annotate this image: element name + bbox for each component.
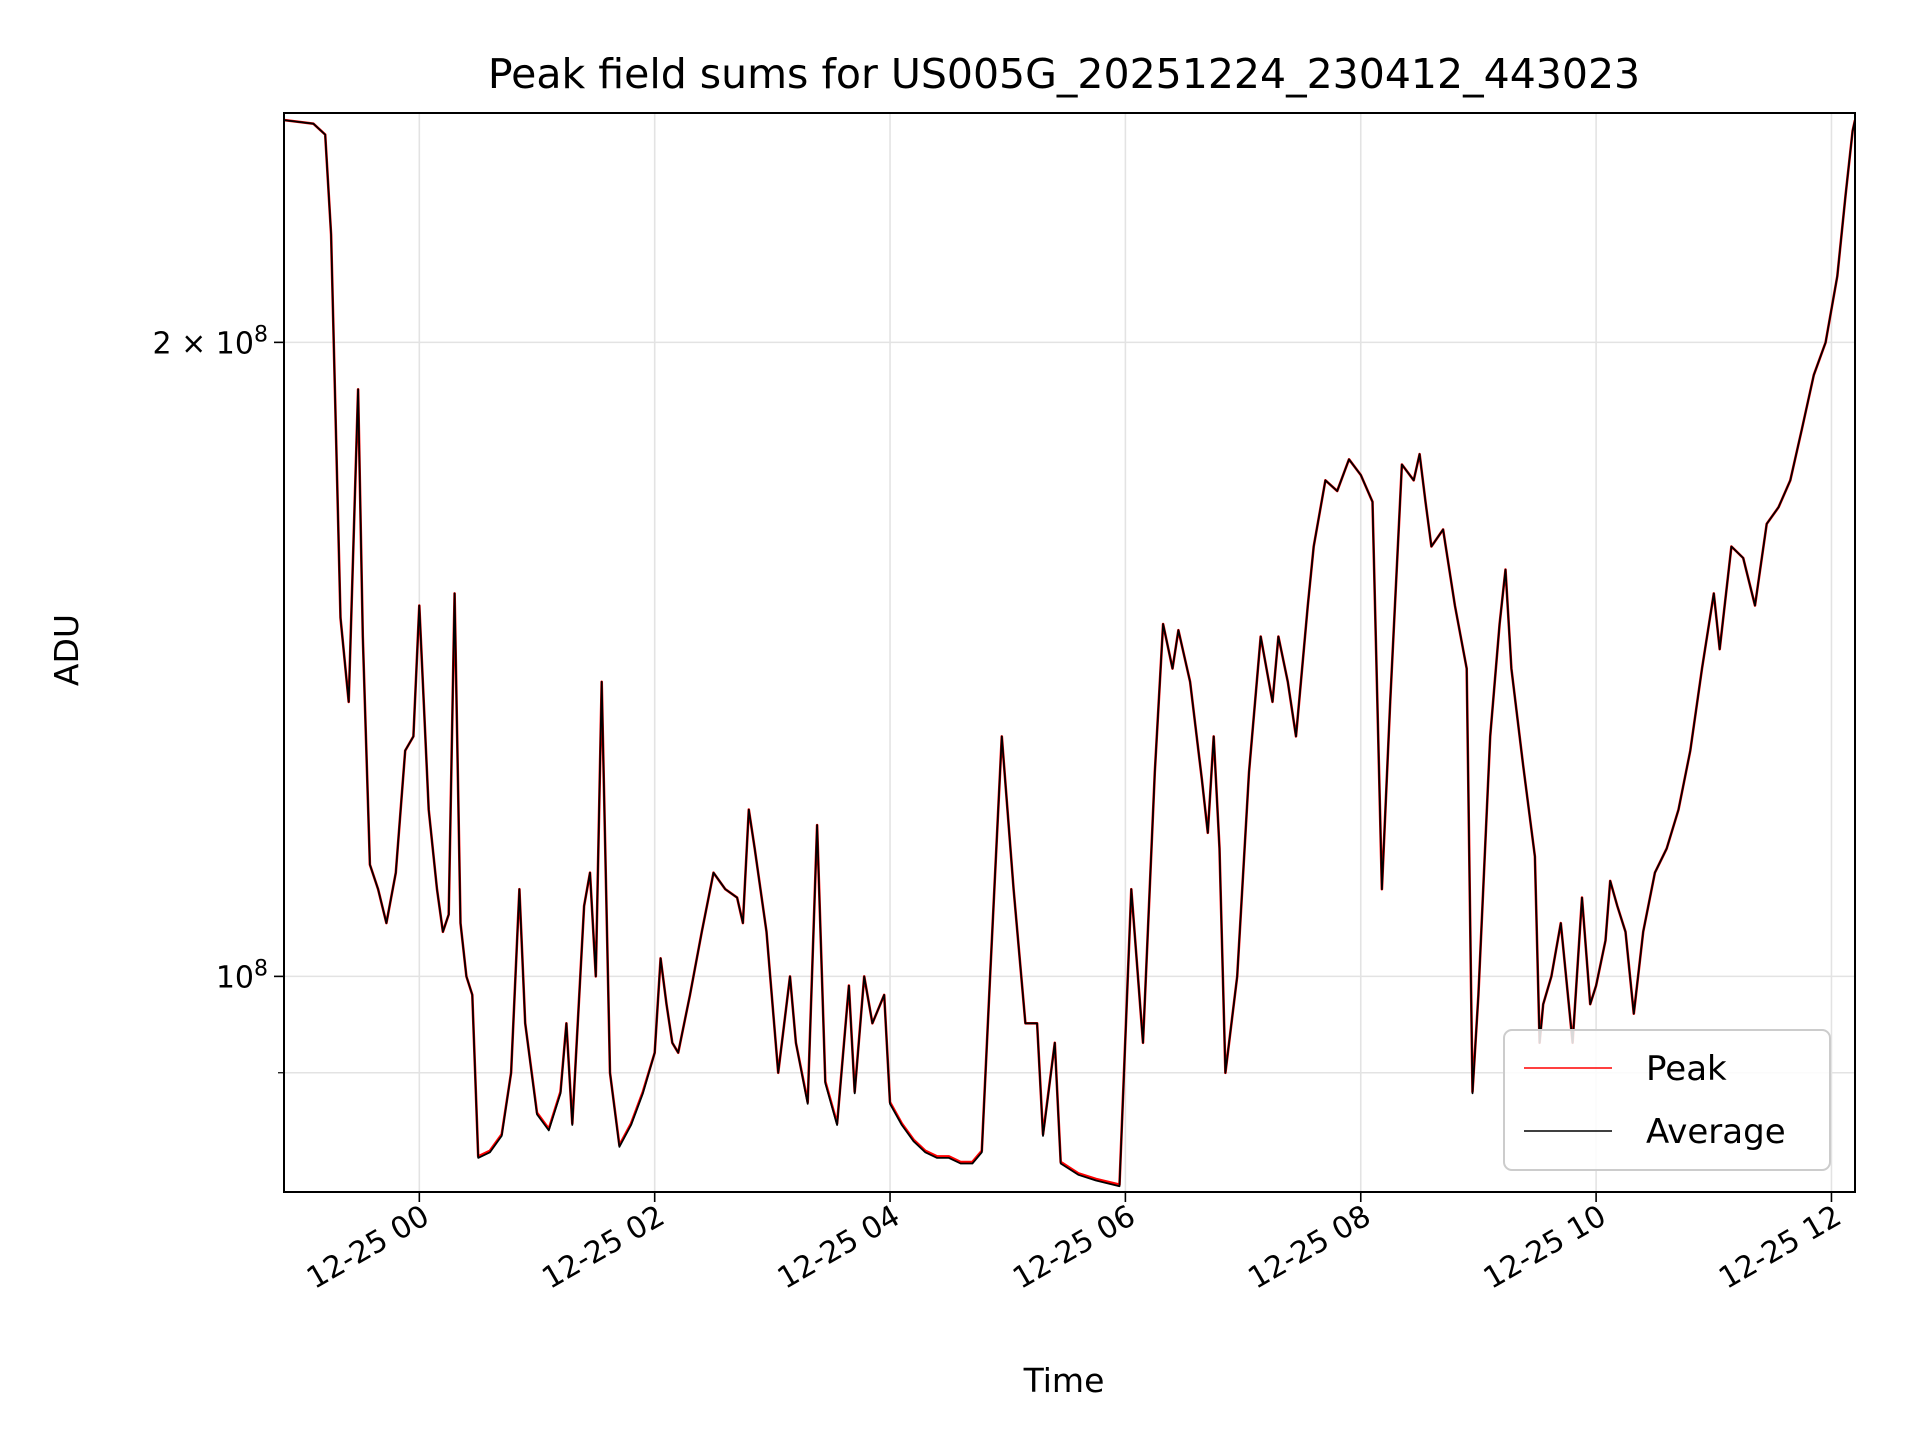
chart-title: Peak field sums for US005G_20251224_2304… (488, 50, 1640, 98)
legend: Peak Average (1503, 1029, 1831, 1171)
legend-box (1503, 1029, 1831, 1171)
series-line-average (284, 119, 1855, 1188)
legend-label-average: Average (1646, 1112, 1786, 1152)
x-axis-label: Time (1023, 1361, 1105, 1400)
plot-area (284, 118, 1855, 1188)
plot-frame (283, 112, 1856, 1193)
y-tick-label: 2 × 108 (153, 322, 268, 361)
y-axis: 108 2 × 108 (153, 322, 284, 1074)
legend-label-peak: Peak (1646, 1049, 1727, 1089)
y-tick-label: 108 (216, 956, 268, 995)
y-axis-label: ADU (47, 614, 86, 686)
